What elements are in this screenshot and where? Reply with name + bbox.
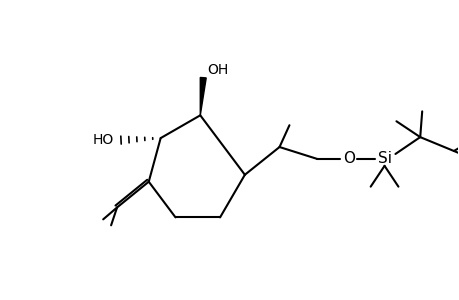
Text: HO: HO	[92, 133, 113, 147]
Text: Si: Si	[377, 152, 391, 166]
Text: OH: OH	[207, 63, 228, 77]
Text: O: O	[342, 152, 354, 166]
Polygon shape	[200, 77, 206, 115]
